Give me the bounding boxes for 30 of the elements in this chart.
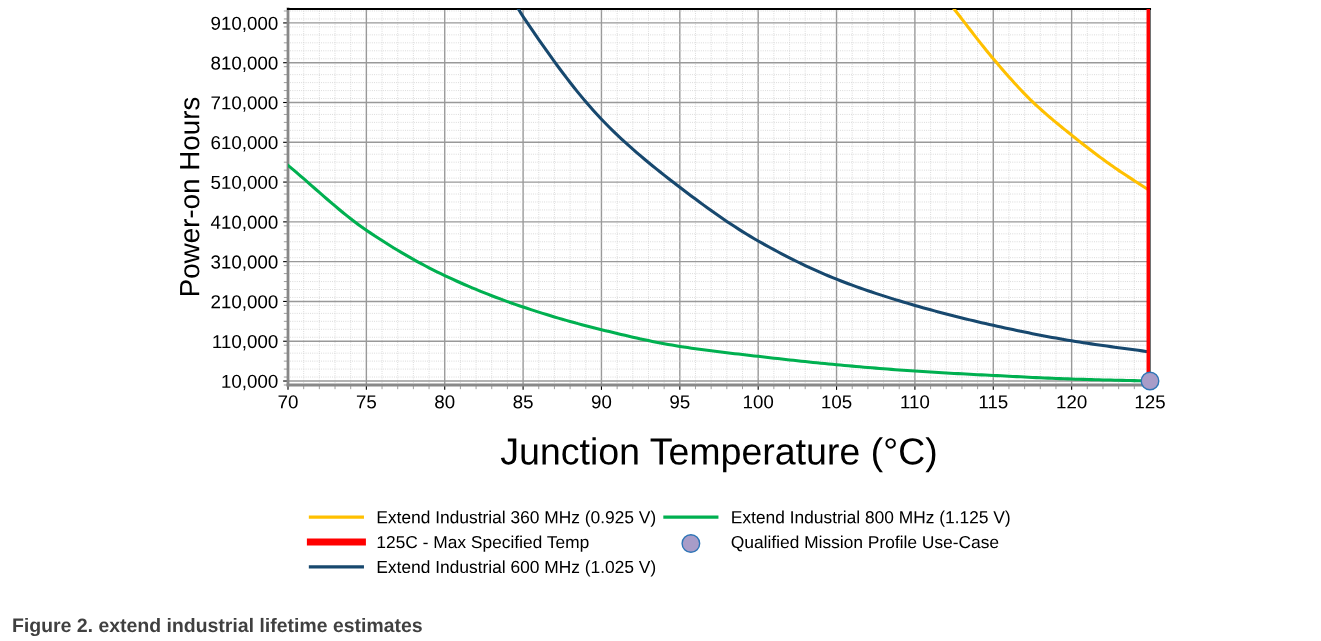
legend-label: Extend Industrial 600 MHz (1.025 V) [377,560,656,577]
x-tick-label: 70 [278,395,298,409]
x-tick-label: 90 [591,395,612,409]
y-tick-label: 10,000 [222,374,278,391]
y-tick-label: 510,000 [211,175,278,192]
x-tick-label: 75 [356,395,377,409]
y-tick-label: 310,000 [211,255,278,271]
x-tick-label: 115 [979,395,1008,409]
x-tick-label: 120 [1057,395,1087,409]
legend-label: 125C - Max Specified Temp [377,535,589,552]
x-tick-label: 105 [822,395,852,409]
x-tick-label: 85 [513,395,533,409]
x-axis-title: Junction Temperature (°C) [500,437,936,473]
y-tick-label: 610,000 [211,135,278,152]
y-tick-label: 210,000 [211,295,278,311]
legend-label: Extend Industrial 360 MHz (0.925 V) [377,510,656,527]
y-tick-label: 910,000 [211,16,278,33]
x-tick-label: 80 [435,395,455,409]
x-tick-label: 125 [1135,395,1165,409]
x-tick-label: 95 [670,395,690,409]
legend-label: Qualified Mission Profile Use-Case [731,535,999,552]
y-tick-label: 710,000 [211,96,278,112]
x-tick-label: 100 [743,395,774,409]
y-tick-label: 410,000 [210,215,278,232]
y-axis-title: Power-on Hours [180,97,200,296]
legend-label: Extend Industrial 800 MHz (1.125 V) [732,510,1010,527]
x-tick-label: 110 [901,395,930,409]
y-tick-label: 110,000 [213,334,278,351]
y-tick-label: 810,000 [211,56,278,72]
caption: Figure 2. extend industrial lifetime estimates [13,617,422,637]
